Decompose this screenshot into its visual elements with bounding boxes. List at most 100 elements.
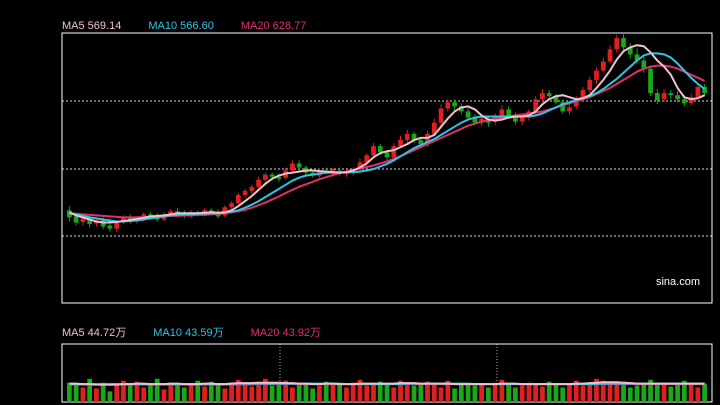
- volume-bar: [404, 382, 410, 402]
- candle-body: [695, 87, 701, 98]
- candle-body: [256, 179, 261, 187]
- candle-body: [641, 60, 647, 69]
- volume-bar: [594, 378, 599, 402]
- candle-body: [73, 216, 79, 223]
- candle-body: [668, 93, 674, 96]
- volume-bar: [634, 385, 640, 402]
- candle-body: [513, 115, 518, 122]
- candle-body: [627, 47, 633, 55]
- candle-body: [472, 117, 478, 123]
- volume-bar: [127, 385, 133, 402]
- volume-bar: [168, 382, 174, 402]
- volume-bar: [161, 389, 167, 402]
- volume-bar: [587, 382, 593, 402]
- ma5-legend: MA5 569.14: [62, 20, 122, 32]
- candle-body: [107, 225, 113, 229]
- volume-bar: [445, 380, 451, 402]
- volume-bar: [675, 382, 680, 402]
- volume-bar: [607, 384, 613, 402]
- volume-bar: [621, 381, 626, 402]
- candle-body: [648, 68, 653, 94]
- volume-bar: [425, 381, 430, 402]
- volume-bar: [560, 387, 566, 402]
- candle-body: [458, 106, 464, 112]
- ma10-legend: MA10 566.60: [148, 20, 214, 32]
- candle-body: [269, 174, 275, 177]
- candle-body: [506, 109, 512, 116]
- volume-bar: [479, 384, 484, 402]
- volume-bar: [661, 384, 667, 402]
- volume-bar: [431, 384, 437, 402]
- candle-body: [688, 97, 694, 104]
- volume-bar: [290, 387, 295, 402]
- volume-bar: [344, 387, 349, 402]
- candle-body: [675, 95, 680, 100]
- volume-bar: [107, 391, 113, 402]
- candle-body: [560, 102, 566, 112]
- candle-body: [452, 102, 457, 107]
- volume-bar: [337, 384, 343, 402]
- ma20-line: [69, 64, 706, 219]
- candle-body: [499, 109, 505, 116]
- candle-body: [540, 93, 545, 100]
- candle-body: [418, 139, 424, 145]
- candle-body: [87, 218, 93, 225]
- volume-bar: [323, 381, 329, 402]
- candle-body: [114, 222, 120, 229]
- volume-bar: [181, 387, 187, 402]
- watermark: sina.com: [656, 276, 700, 288]
- volume-legend: MA5 44.72万 MA10 43.59万 MA20 43.92万: [62, 324, 345, 340]
- volume-bar: [371, 383, 376, 402]
- volume-bar: [215, 384, 221, 402]
- volume-bar: [627, 387, 633, 402]
- candle-body: [614, 38, 620, 50]
- volume-bar: [202, 386, 207, 402]
- candle-body: [391, 146, 397, 158]
- volume-bar: [540, 386, 545, 402]
- candle-body: [384, 152, 390, 158]
- price-frame: [61, 32, 713, 304]
- volume-bar: [195, 380, 201, 402]
- volume-bar: [310, 388, 316, 402]
- candle-body: [438, 108, 444, 123]
- candle-body: [357, 162, 363, 170]
- volume-bar: [567, 383, 572, 402]
- ma10-line: [69, 52, 706, 223]
- vol-ma10-legend: MA10 43.59万: [153, 327, 224, 339]
- volume-bar: [317, 385, 322, 402]
- volume-bar: [303, 382, 309, 402]
- volume-bar: [276, 383, 282, 402]
- volume-bar: [114, 383, 120, 402]
- volume-bar: [175, 385, 180, 402]
- volume-bar: [472, 385, 478, 402]
- candle-body: [364, 155, 370, 163]
- volume-bar: [73, 384, 79, 402]
- candle-body: [587, 79, 593, 91]
- candle-body: [431, 122, 437, 134]
- volume-bar: [235, 379, 241, 402]
- volume-bar: [242, 383, 248, 402]
- volume-bar: [681, 380, 687, 402]
- volume-bar: [229, 382, 234, 402]
- volume-bar: [398, 380, 403, 402]
- candle-body: [242, 190, 248, 195]
- volume-bar: [148, 384, 153, 402]
- volume-bar: [100, 382, 106, 402]
- volume-bar: [533, 383, 539, 402]
- volume-bar: [249, 386, 255, 402]
- volume-bar: [452, 388, 457, 402]
- volume-bar: [513, 387, 518, 402]
- candle-body: [404, 133, 410, 140]
- candle-body: [580, 90, 586, 99]
- candle-body: [600, 61, 606, 71]
- volume-bar: [377, 381, 383, 402]
- candle-body: [371, 146, 376, 156]
- candle-body: [377, 146, 383, 153]
- candle-body: [425, 133, 430, 145]
- candle-body: [465, 111, 471, 118]
- candle-body: [411, 133, 417, 140]
- candle-body: [121, 216, 126, 222]
- volume-bar: [648, 379, 653, 402]
- volume-bar: [357, 379, 363, 402]
